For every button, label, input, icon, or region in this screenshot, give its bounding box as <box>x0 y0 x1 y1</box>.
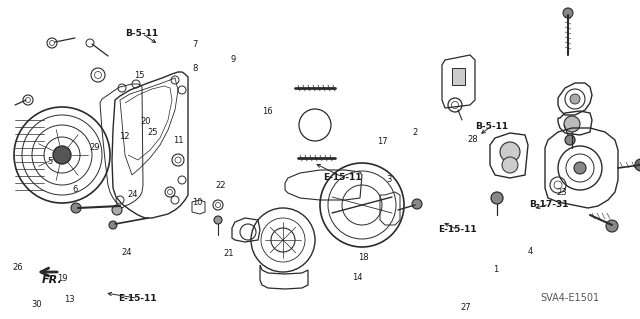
Circle shape <box>412 199 422 209</box>
Text: 7: 7 <box>193 40 198 48</box>
Circle shape <box>502 157 518 173</box>
Text: 4: 4 <box>527 247 532 256</box>
Text: 11: 11 <box>173 136 183 145</box>
Text: 10: 10 <box>192 198 202 207</box>
Circle shape <box>53 146 71 164</box>
Text: 3: 3 <box>387 175 392 184</box>
Text: 25: 25 <box>147 128 157 137</box>
Text: 16: 16 <box>262 107 273 115</box>
Text: 24: 24 <box>122 248 132 256</box>
Circle shape <box>635 159 640 171</box>
Text: 22: 22 <box>216 181 226 189</box>
Circle shape <box>564 116 580 132</box>
Text: 24: 24 <box>128 190 138 199</box>
Text: 20: 20 <box>141 117 151 126</box>
Circle shape <box>109 221 117 229</box>
Circle shape <box>565 135 575 145</box>
Text: B-5-11: B-5-11 <box>475 122 508 130</box>
Text: 23: 23 <box>557 189 567 197</box>
Text: E-15-11: E-15-11 <box>323 173 362 182</box>
Polygon shape <box>452 68 465 85</box>
Text: FR.: FR. <box>42 275 62 285</box>
Text: 14: 14 <box>352 273 362 282</box>
Text: 26: 26 <box>13 263 23 272</box>
Circle shape <box>214 216 222 224</box>
Text: 30: 30 <box>31 300 42 309</box>
Circle shape <box>563 8 573 18</box>
Text: 6: 6 <box>73 185 78 194</box>
Text: 27: 27 <box>461 303 471 312</box>
Text: 5: 5 <box>47 157 52 166</box>
Text: 15: 15 <box>134 71 145 80</box>
Text: 19: 19 <box>58 274 68 283</box>
Text: 1: 1 <box>493 265 499 274</box>
Text: 21: 21 <box>224 249 234 258</box>
Circle shape <box>71 203 81 213</box>
Text: 28: 28 <box>467 135 477 144</box>
Circle shape <box>574 162 586 174</box>
Text: 29: 29 <box>90 143 100 152</box>
Circle shape <box>491 192 503 204</box>
Text: E-15-11: E-15-11 <box>118 294 157 303</box>
Text: 2: 2 <box>412 128 417 137</box>
Circle shape <box>500 142 520 162</box>
Text: 17: 17 <box>378 137 388 146</box>
Text: B-17-31: B-17-31 <box>529 200 569 209</box>
Circle shape <box>112 205 122 215</box>
Text: 8: 8 <box>193 64 198 73</box>
Circle shape <box>606 220 618 232</box>
Text: SVA4-E1501: SVA4-E1501 <box>540 293 600 303</box>
Text: 9: 9 <box>231 56 236 64</box>
Text: 12: 12 <box>120 132 130 141</box>
Text: 18: 18 <box>358 253 369 262</box>
Text: 13: 13 <box>65 295 75 304</box>
Text: B-5-11: B-5-11 <box>125 29 159 38</box>
Circle shape <box>570 94 580 104</box>
Text: E-15-11: E-15-11 <box>438 225 477 234</box>
